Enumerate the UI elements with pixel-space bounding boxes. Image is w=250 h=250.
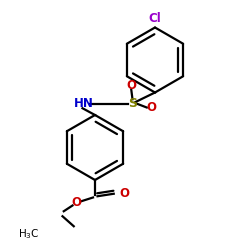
Text: Cl: Cl xyxy=(148,12,162,24)
Text: H$_3$C: H$_3$C xyxy=(18,227,40,241)
Text: S: S xyxy=(128,97,137,110)
Text: O: O xyxy=(71,196,81,209)
Text: O: O xyxy=(126,78,136,92)
Text: HN: HN xyxy=(74,97,94,110)
Text: O: O xyxy=(146,101,156,114)
Text: O: O xyxy=(120,187,130,200)
